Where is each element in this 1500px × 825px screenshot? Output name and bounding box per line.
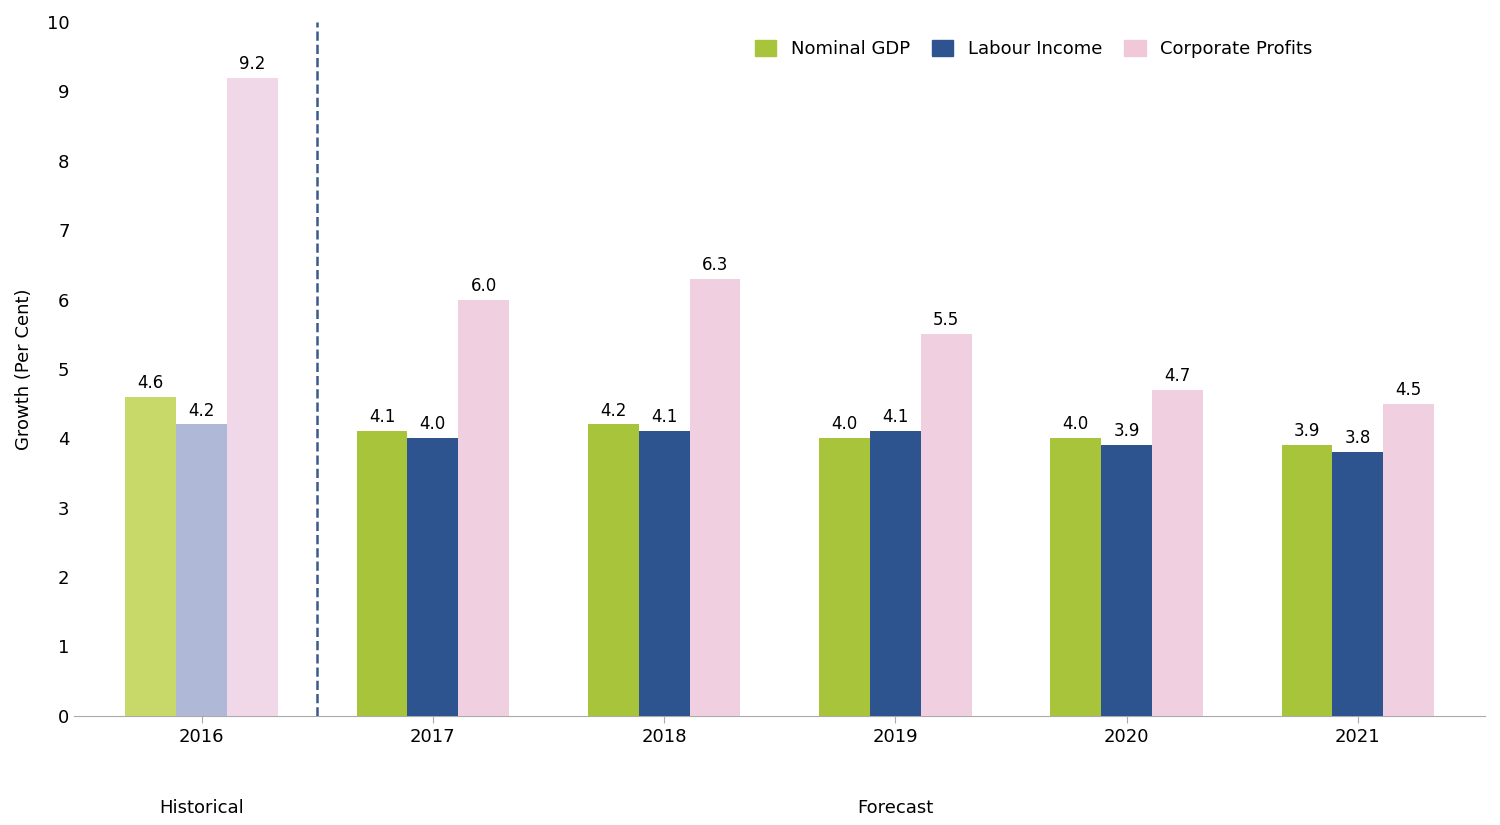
Text: 3.9: 3.9: [1294, 422, 1320, 441]
Text: 4.0: 4.0: [1062, 416, 1089, 433]
Bar: [408, 438, 459, 716]
Legend: Nominal GDP, Labour Income, Corporate Profits: Nominal GDP, Labour Income, Corporate Pr…: [746, 31, 1322, 68]
Bar: [819, 438, 870, 716]
Y-axis label: Growth (Per Cent): Growth (Per Cent): [15, 288, 33, 450]
Text: Historical: Historical: [159, 799, 244, 817]
Bar: [1281, 446, 1332, 716]
Text: 4.1: 4.1: [882, 408, 909, 427]
Bar: [1152, 389, 1203, 716]
Text: 4.2: 4.2: [600, 402, 627, 420]
Text: 4.0: 4.0: [420, 416, 446, 433]
Bar: [921, 334, 972, 716]
Bar: [226, 78, 278, 716]
Text: 6.0: 6.0: [471, 276, 496, 295]
Bar: [1050, 438, 1101, 716]
Text: 3.8: 3.8: [1344, 429, 1371, 447]
Bar: [1383, 403, 1434, 716]
Bar: [690, 279, 741, 716]
Bar: [588, 424, 639, 716]
Bar: [1332, 452, 1383, 716]
Text: 4.6: 4.6: [138, 374, 164, 392]
Bar: [459, 299, 509, 716]
Text: 5.5: 5.5: [933, 311, 960, 329]
Bar: [639, 431, 690, 716]
Text: 4.0: 4.0: [831, 416, 858, 433]
Bar: [870, 431, 921, 716]
Text: 4.2: 4.2: [189, 402, 214, 420]
Text: 9.2: 9.2: [240, 54, 266, 73]
Text: 4.5: 4.5: [1395, 380, 1422, 398]
Text: 4.1: 4.1: [651, 408, 678, 427]
Text: 4.1: 4.1: [369, 408, 394, 427]
Text: 3.9: 3.9: [1113, 422, 1140, 441]
Bar: [1101, 446, 1152, 716]
Text: Forecast: Forecast: [856, 799, 933, 817]
Bar: [357, 431, 408, 716]
Text: 6.3: 6.3: [702, 256, 727, 274]
Bar: [176, 424, 226, 716]
Bar: [126, 397, 176, 716]
Text: 4.7: 4.7: [1164, 367, 1191, 384]
